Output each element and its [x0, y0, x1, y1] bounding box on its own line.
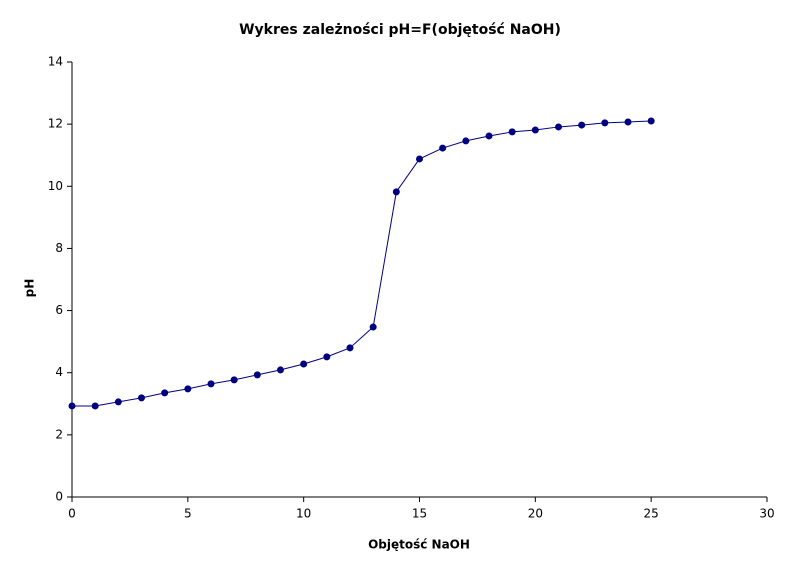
- x-axis-label: Objętość NaOH: [368, 538, 470, 552]
- data-point: [369, 323, 377, 331]
- data-point: [68, 402, 76, 410]
- y-tick-label: 2: [55, 427, 63, 441]
- data-point: [647, 117, 655, 125]
- y-tick-label: 10: [48, 179, 63, 193]
- chart-title: Wykres zależności pH=F(objętość NaOH): [239, 22, 561, 38]
- y-tick-label: 6: [55, 303, 63, 317]
- data-point: [531, 126, 539, 134]
- data-point: [439, 144, 447, 152]
- data-point: [138, 394, 145, 402]
- x-tick-label: 25: [644, 507, 659, 521]
- data-point: [392, 188, 400, 196]
- data-point: [114, 398, 122, 406]
- data-point: [207, 380, 215, 388]
- data-point: [91, 402, 99, 410]
- x-tick-label: 0: [68, 507, 76, 521]
- data-point: [346, 344, 354, 352]
- y-tick-label: 14: [48, 55, 63, 69]
- data-point: [161, 389, 169, 397]
- y-tick-label: 4: [55, 365, 63, 379]
- data-point: [253, 371, 261, 379]
- data-point: [485, 132, 493, 140]
- y-tick-label: 12: [48, 117, 63, 131]
- x-tick-label: 20: [528, 507, 543, 521]
- data-point: [624, 118, 632, 126]
- data-point: [601, 119, 609, 127]
- data-point: [555, 123, 562, 131]
- data-point: [462, 137, 470, 145]
- data-point: [300, 360, 308, 368]
- y-axis-label: pH: [23, 279, 37, 298]
- y-tick-label: 8: [55, 241, 63, 255]
- data-point: [230, 376, 238, 384]
- series-line: [72, 120, 652, 407]
- data-point: [508, 128, 516, 136]
- data-point: [184, 385, 192, 393]
- y-tick-label: 0: [55, 490, 63, 504]
- data-point: [578, 121, 586, 129]
- x-tick-label: 5: [184, 507, 192, 521]
- data-point: [277, 366, 284, 374]
- data-point: [323, 353, 331, 361]
- data-point: [416, 155, 423, 163]
- x-tick-label: 10: [296, 507, 311, 521]
- x-tick-label: 15: [412, 507, 427, 521]
- x-tick-label: 30: [759, 507, 774, 521]
